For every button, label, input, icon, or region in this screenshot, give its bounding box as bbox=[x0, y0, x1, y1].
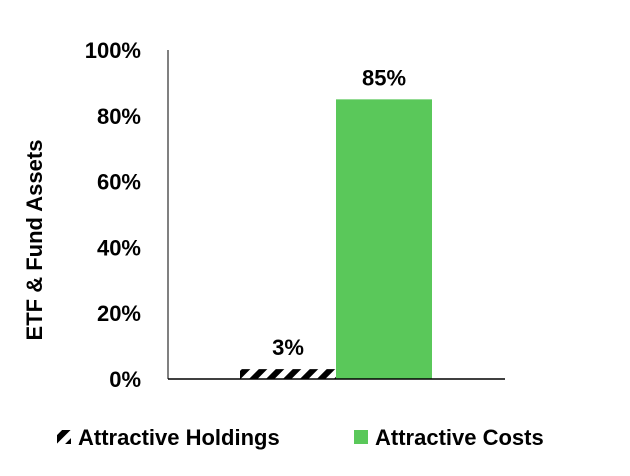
legend-swatch bbox=[354, 430, 368, 444]
bar-attractive-holdings bbox=[240, 369, 336, 379]
bars bbox=[240, 99, 432, 379]
y-tick-label: 100% bbox=[85, 38, 141, 63]
legend: Attractive Holdings Attractive Costs bbox=[57, 425, 544, 450]
bar-attractive-costs bbox=[336, 99, 432, 379]
axes bbox=[167, 50, 505, 380]
y-tick-label: 20% bbox=[97, 301, 141, 326]
y-tick-label: 60% bbox=[97, 170, 141, 195]
data-labels: 3% 85% bbox=[272, 65, 406, 360]
legend-label: Attractive Costs bbox=[375, 425, 544, 450]
data-label: 3% bbox=[272, 335, 304, 360]
legend-swatch bbox=[57, 430, 71, 444]
legend-label: Attractive Holdings bbox=[78, 425, 280, 450]
y-tick-label: 40% bbox=[97, 235, 141, 260]
y-tick-label: 0% bbox=[109, 367, 141, 392]
data-label: 85% bbox=[362, 65, 406, 90]
y-axis-ticks: 0% 20% 40% 60% 80% 100% bbox=[85, 38, 141, 392]
y-tick-label: 80% bbox=[97, 104, 141, 129]
y-axis-title: ETF & Fund Assets bbox=[22, 140, 47, 341]
